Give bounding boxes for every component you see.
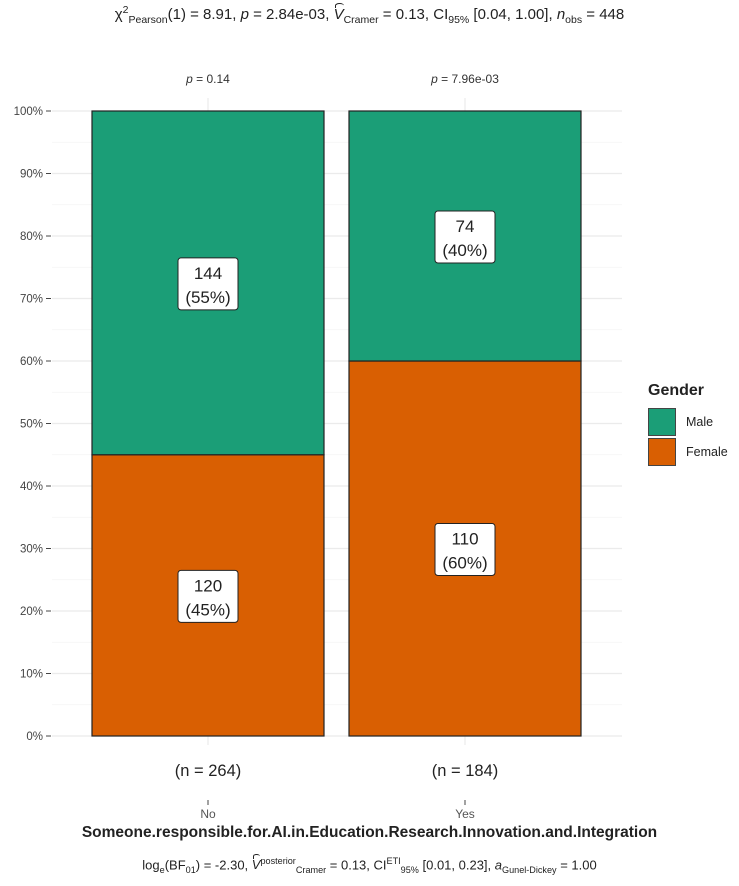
chi-sup: 2 bbox=[122, 4, 129, 16]
y-tick-label: 100% bbox=[14, 106, 43, 118]
legend-item-male: Male bbox=[648, 408, 713, 436]
data-label-count: 144 bbox=[194, 264, 222, 283]
data-label-box bbox=[434, 523, 496, 576]
data-label-count: 120 bbox=[194, 576, 222, 595]
legend-item-female: Female bbox=[648, 438, 728, 466]
p-symbol: p bbox=[240, 6, 249, 23]
category-count: (n = 184) bbox=[432, 762, 499, 780]
ci-eti-sup: ETI bbox=[386, 856, 401, 866]
legend-title: Gender bbox=[648, 382, 705, 399]
data-label-box bbox=[177, 257, 239, 311]
data-label-percent: (45%) bbox=[185, 600, 230, 619]
chart-subtitle: χ2Pearson(1) = 8.91, p = 2.84e-03, VCram… bbox=[0, 4, 739, 26]
legend-swatch-female bbox=[648, 438, 676, 466]
n-value: = 448 bbox=[582, 6, 625, 23]
n-sub: obs bbox=[565, 14, 583, 26]
n-symbol: n bbox=[556, 6, 566, 23]
y-tick-label: 70% bbox=[20, 294, 43, 306]
x-axis-label: Someone.responsible.for.AI.in.Education.… bbox=[81, 824, 658, 841]
data-label-percent: (60%) bbox=[442, 554, 487, 573]
y-tick-label: 30% bbox=[20, 544, 43, 556]
v-sub: Cramer bbox=[343, 14, 379, 26]
y-tick-label: 60% bbox=[20, 356, 43, 368]
y-tick-label: 90% bbox=[20, 169, 43, 181]
legend-label-female: Female bbox=[686, 445, 728, 459]
x-tick-label: Yes bbox=[455, 807, 475, 821]
bf-symbol: (BF bbox=[164, 857, 186, 873]
ci-eti-value: [0.01, 0.23], bbox=[418, 857, 495, 873]
data-label-percent: (40%) bbox=[442, 241, 487, 260]
y-tick-label: 50% bbox=[20, 419, 43, 431]
v-post-sup: posterior bbox=[260, 856, 296, 866]
y-tick-label: 10% bbox=[20, 669, 43, 681]
bf-value: ) = -2.30, bbox=[195, 857, 252, 873]
y-tick-label: 0% bbox=[26, 731, 43, 743]
chart-caption: loge(BF01) = -2.30, VposteriorCramer = 0… bbox=[0, 856, 739, 875]
group-pvalue: p = 0.14 bbox=[185, 72, 230, 86]
data-label-count: 110 bbox=[451, 530, 478, 549]
legend-label-male: Male bbox=[686, 415, 714, 429]
a-symbol: a bbox=[494, 857, 502, 873]
ci-value: [0.04, 1.00], bbox=[469, 6, 557, 23]
v-post-value: = 0.13, CI bbox=[326, 857, 387, 873]
group-pvalue: p = 7.96e-03 bbox=[430, 72, 499, 86]
data-label-count: 74 bbox=[456, 217, 475, 236]
x-tick-label: No bbox=[200, 807, 216, 821]
p-value: = 2.84e-03, bbox=[248, 6, 334, 23]
a-sub: Gunel-Dickey bbox=[502, 864, 557, 875]
log-symbol: log bbox=[142, 857, 160, 873]
ci-sub: 95% bbox=[448, 14, 470, 26]
chi-symbol: χ bbox=[114, 6, 123, 23]
ci-eti-sub: 95% bbox=[400, 864, 419, 875]
v-value: = 0.13, CI bbox=[378, 6, 449, 23]
v-post-symbol: V bbox=[251, 857, 261, 873]
chi-sub: Pearson bbox=[128, 14, 168, 26]
data-label-box bbox=[434, 210, 496, 264]
data-label-percent: (55%) bbox=[185, 288, 230, 307]
log-sub: e bbox=[159, 864, 165, 875]
chi-value: (1) = 8.91, bbox=[167, 6, 241, 23]
y-tick-label: 80% bbox=[20, 231, 43, 243]
category-count: (n = 264) bbox=[175, 762, 242, 780]
v-symbol: V bbox=[333, 6, 344, 23]
data-label-box bbox=[177, 569, 239, 623]
y-tick-label: 40% bbox=[20, 481, 43, 493]
bf-sub: 01 bbox=[185, 864, 196, 875]
legend-swatch-male bbox=[648, 408, 676, 436]
y-tick-label: 20% bbox=[20, 606, 43, 618]
v-post-sub: Cramer bbox=[295, 864, 327, 875]
a-value: = 1.00 bbox=[556, 857, 597, 873]
